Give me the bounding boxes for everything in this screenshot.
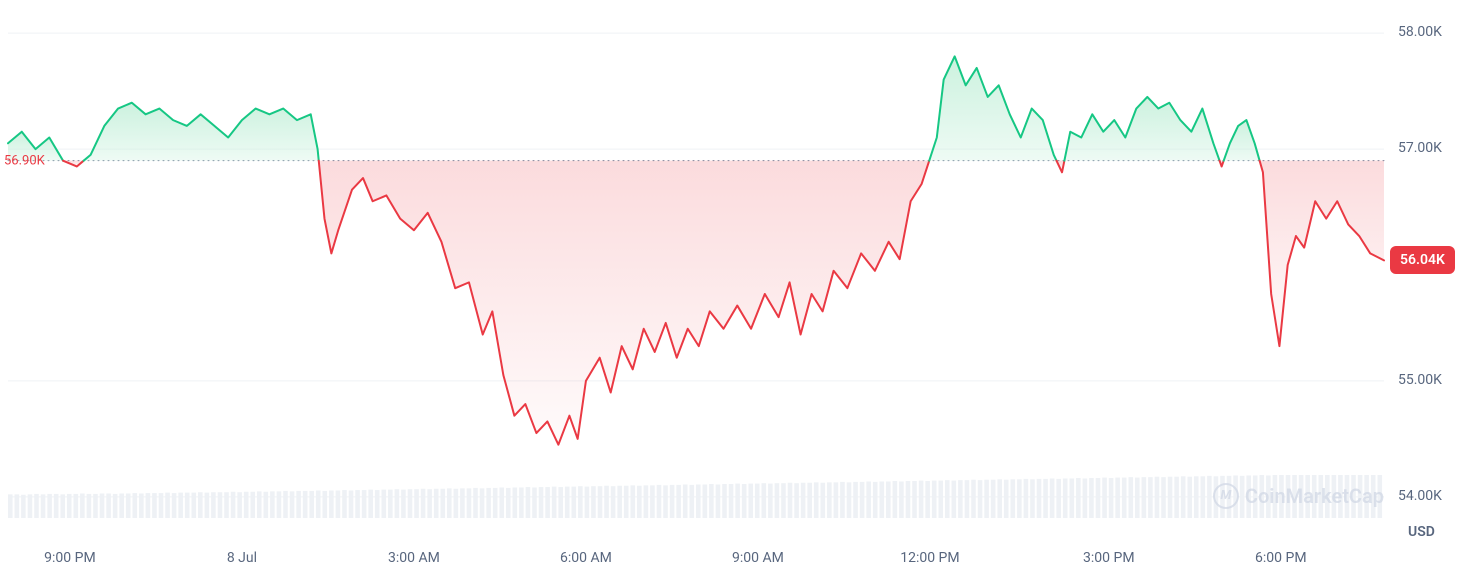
x-tick-label: 3:00 PM [1083,550,1135,566]
x-tick-label: 9:00 AM [732,550,784,566]
baseline-price-label: 56.90K [4,153,45,168]
y-tick-label: 54.00K [1398,488,1442,504]
x-tick-label: 12:00 PM [900,550,959,566]
x-tick-label: 3:00 AM [388,550,440,566]
x-tick-label: 9:00 PM [44,550,96,566]
y-tick-label: 58.00K [1398,24,1442,40]
watermark-logo-icon [1213,483,1239,509]
y-tick-label: 57.00K [1398,140,1442,156]
price-chart[interactable]: 58.00K 57.00K 55.00K 54.00K 9:00 PM 8 Jul 3:0… [0,0,1464,578]
currency-label: USD [1408,524,1435,540]
y-tick-label: 55.00K [1398,372,1442,388]
last-price-badge: 56.04K [1390,246,1455,274]
x-tick-label: 8 Jul [227,550,257,566]
x-tick-label: 6:00 AM [560,550,612,566]
watermark-text: CoinMarketCap [1245,484,1384,508]
x-tick-label: 6:00 PM [1255,550,1307,566]
watermark: CoinMarketCap [1213,483,1384,509]
